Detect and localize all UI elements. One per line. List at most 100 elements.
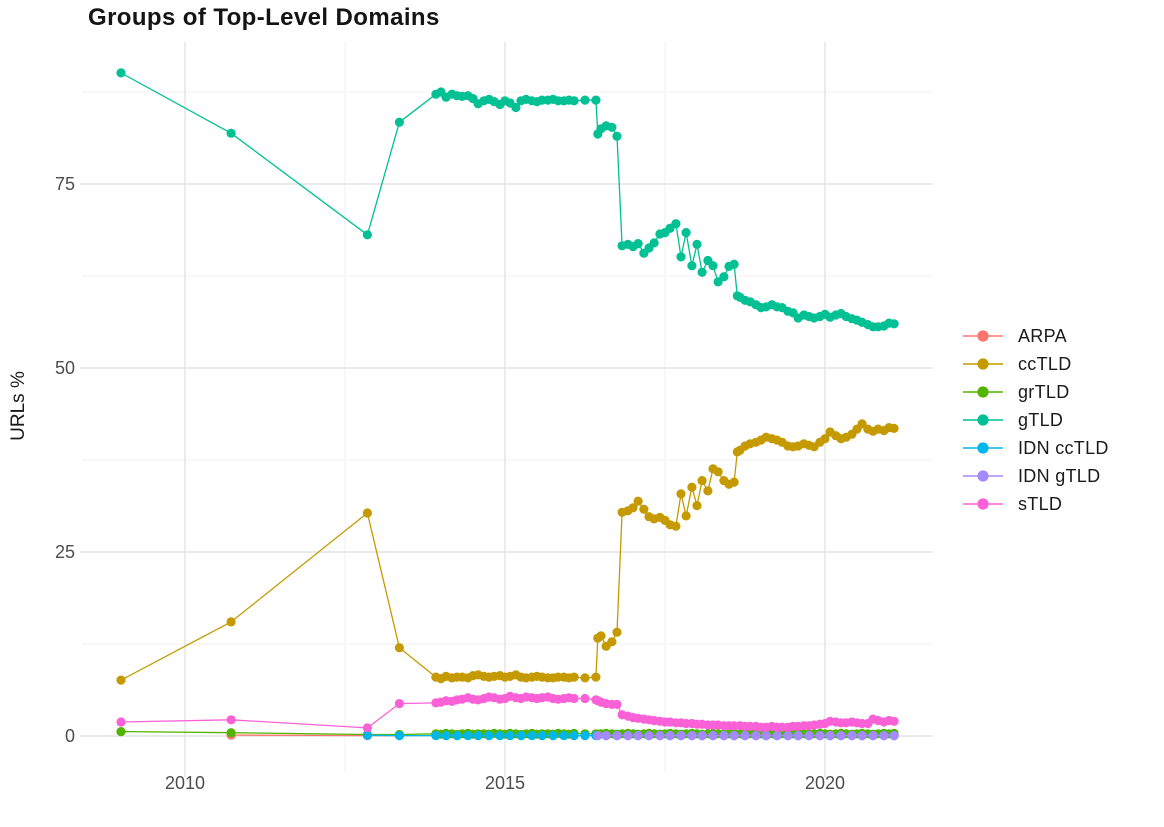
data-point [505,731,515,741]
data-point [644,731,654,741]
data-point [703,486,713,496]
data-point [628,503,638,513]
data-point [591,95,601,105]
series-line-gTLD [120,72,895,328]
data-point [729,259,739,269]
legend-item-IDN-gTLD: IDN gTLD [962,462,1109,490]
data-point [681,228,691,238]
data-point [596,631,606,641]
y-tick-label-25: 25 [54,542,75,562]
data-point [847,731,857,741]
y-tick-label-0: 0 [64,726,75,746]
data-point [362,230,372,240]
data-point [495,731,505,741]
data-point [537,731,547,741]
data-point [473,731,483,741]
data-point [394,117,404,127]
y-tick-label-75: 75 [54,174,75,194]
data-point [804,731,814,741]
data-point [569,672,579,682]
data-point [362,508,372,518]
data-point [793,731,803,741]
legend-marker-icon [963,470,1003,482]
data-point [601,731,611,741]
data-point [226,617,236,627]
data-point [697,731,707,741]
data-point [362,730,372,740]
data-point [708,731,718,741]
data-point [889,319,899,329]
data-point [593,731,603,741]
data-point [671,219,681,229]
data-point [889,731,899,741]
data-point [463,731,473,741]
data-point [116,68,126,78]
data-point [394,643,404,653]
data-point [681,511,691,521]
data-point [697,267,707,277]
data-point [441,731,451,741]
data-point [569,731,579,741]
data-point [729,731,739,741]
gridlines-minor [82,42,933,772]
data-point [676,252,686,262]
data-point [815,731,825,741]
legend-item-sTLD: sTLD [962,490,1109,518]
data-point [719,272,729,282]
data-point [868,731,878,741]
data-point [740,731,750,741]
data-point [857,731,867,741]
data-point [431,731,441,741]
x-tick-label-2020: 2020 [804,773,846,793]
data-point [676,489,686,499]
legend-marker-icon [963,442,1003,454]
data-point [655,731,665,741]
data-point [226,715,236,725]
data-point [580,693,590,704]
data-point [697,476,707,486]
legend-label: sTLD [1018,493,1063,514]
series-sTLD [116,691,899,733]
data-point [879,731,889,741]
data-point [713,467,723,477]
data-point [687,482,697,492]
legend-label: IDN gTLD [1018,465,1101,486]
y-tick-label-50: 50 [54,358,75,378]
data-point [580,95,590,105]
data-point [751,731,761,741]
legend-label: IDN ccTLD [1018,437,1109,458]
data-point [591,672,601,682]
data-point [708,261,718,271]
data-point [639,504,649,514]
data-point [692,501,702,511]
data-point [687,731,697,741]
legend-item-IDN-ccTLD: IDN ccTLD [962,434,1109,462]
data-point [772,731,782,741]
data-point [719,731,729,741]
data-point [548,731,558,741]
data-point [836,731,846,741]
data-point [226,728,236,738]
chart-title: Groups of Top-Level Domains [88,4,440,31]
legend-marker-icon [963,386,1003,398]
legend-label: gTLD [1018,409,1064,430]
data-point [633,496,643,506]
gridlines-major [80,42,933,777]
data-point [761,731,771,741]
data-point [612,131,622,141]
data-point [633,239,643,249]
series-gTLD [116,68,899,332]
data-point [452,731,462,741]
legend-item-gTLD: gTLD [962,406,1109,434]
data-point [649,238,659,248]
data-point [569,96,579,106]
data-point [580,731,590,741]
legend-marker-icon [963,358,1003,370]
data-point [820,434,830,444]
data-point [889,716,899,726]
legend-label: ccTLD [1018,353,1072,374]
data-point [607,637,617,647]
data-point [527,731,537,741]
data-point [825,731,835,741]
legend-item-ccTLD: ccTLD [962,350,1109,378]
